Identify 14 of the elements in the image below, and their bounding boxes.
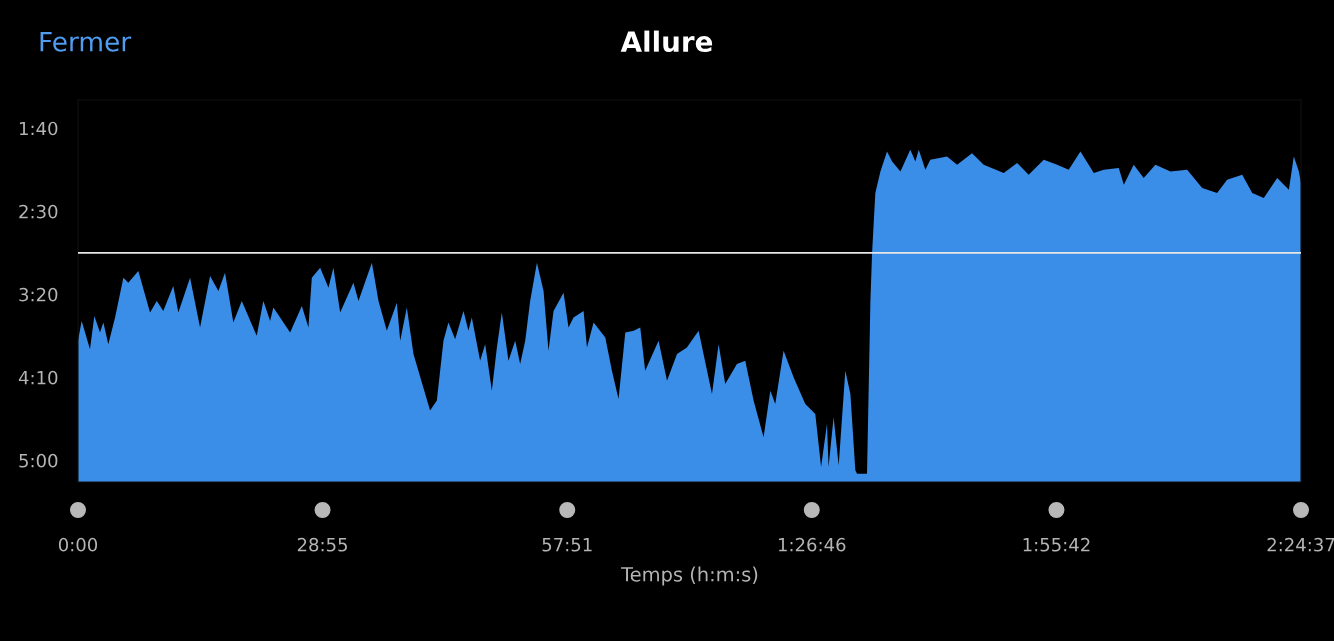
x-tick-label: 1:55:42	[1023, 537, 1090, 552]
x-tick-label: 1:26:46	[778, 537, 846, 552]
y-tick-label: 5:00	[19, 453, 58, 468]
y-tick-label: 1:40	[19, 121, 58, 136]
y-tick-label: 4:10	[18, 370, 58, 385]
y-tick-label: 3:20	[19, 287, 58, 302]
x-tick-label: 28:55	[297, 537, 347, 552]
y-tick-label: 2:30	[19, 204, 58, 219]
x-tick-label: 57:51	[542, 538, 592, 552]
text: Fermer	[40, 32, 132, 52]
x-tick-label: 2:24:37	[1267, 537, 1334, 552]
x-tick-label: 0:00	[58, 537, 98, 552]
x-axis-title: Temps (h:m:s)	[621, 566, 758, 586]
chart-title: Allure	[620, 30, 713, 53]
